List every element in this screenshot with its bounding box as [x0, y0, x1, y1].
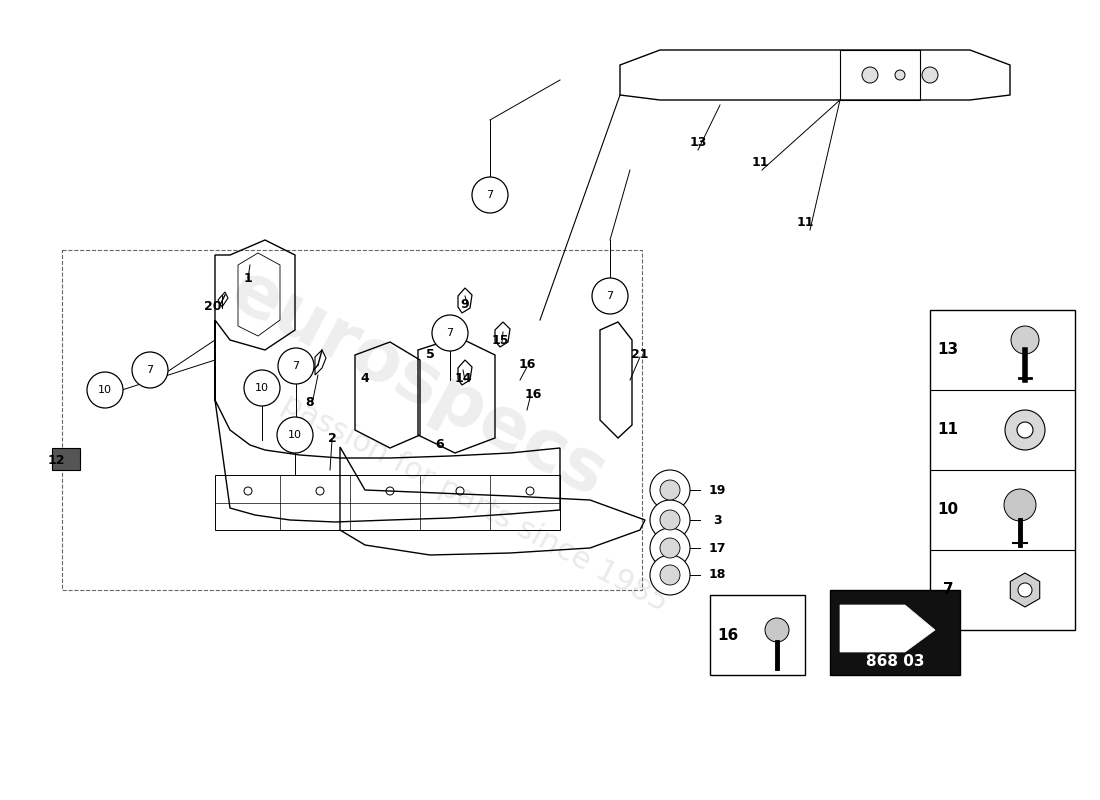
Text: 19: 19	[708, 483, 726, 497]
Circle shape	[277, 417, 313, 453]
Bar	[930, 310, 1075, 630]
Text: 5: 5	[426, 349, 434, 362]
Circle shape	[764, 618, 789, 642]
Circle shape	[592, 278, 628, 314]
Circle shape	[244, 370, 280, 406]
Text: 3: 3	[713, 514, 722, 526]
Bar	[62, 250, 642, 590]
Text: 7: 7	[447, 328, 453, 338]
Circle shape	[1011, 326, 1040, 354]
Circle shape	[472, 177, 508, 213]
Text: 7: 7	[486, 190, 494, 200]
Text: 16: 16	[518, 358, 536, 371]
Circle shape	[650, 528, 690, 568]
Circle shape	[1018, 422, 1033, 438]
Circle shape	[895, 70, 905, 80]
Text: 14: 14	[454, 371, 472, 385]
Text: 10: 10	[255, 383, 270, 393]
Text: 4: 4	[361, 371, 370, 385]
Text: 12: 12	[47, 454, 65, 466]
Circle shape	[660, 565, 680, 585]
Text: 16: 16	[717, 627, 738, 642]
Bar	[52, 448, 80, 470]
Circle shape	[650, 555, 690, 595]
Circle shape	[1018, 583, 1032, 597]
Text: 6: 6	[436, 438, 444, 451]
Text: 20: 20	[205, 299, 222, 313]
Text: 11: 11	[751, 157, 769, 170]
Text: 10: 10	[288, 430, 302, 440]
Text: 7: 7	[146, 365, 154, 375]
Circle shape	[660, 538, 680, 558]
Bar	[710, 595, 805, 675]
Circle shape	[862, 67, 878, 83]
Text: 2: 2	[328, 431, 337, 445]
Text: 1: 1	[243, 271, 252, 285]
Circle shape	[278, 348, 314, 384]
Text: 8: 8	[306, 395, 315, 409]
Circle shape	[1005, 410, 1045, 450]
Bar	[830, 590, 960, 675]
Text: 7: 7	[606, 291, 614, 301]
Text: 13: 13	[937, 342, 958, 358]
Bar	[840, 50, 920, 100]
Text: 11: 11	[937, 422, 958, 438]
Circle shape	[87, 372, 123, 408]
Text: 10: 10	[937, 502, 958, 518]
Circle shape	[1004, 489, 1036, 521]
Text: 16: 16	[525, 389, 541, 402]
Text: 11: 11	[796, 215, 814, 229]
Text: 13: 13	[690, 135, 706, 149]
Circle shape	[432, 315, 468, 351]
Polygon shape	[1010, 573, 1040, 607]
Text: 10: 10	[98, 385, 112, 395]
Text: 21: 21	[631, 349, 649, 362]
Text: 15: 15	[492, 334, 508, 346]
Circle shape	[660, 510, 680, 530]
Text: 7: 7	[293, 361, 299, 371]
Circle shape	[660, 480, 680, 500]
Text: eurospecs: eurospecs	[219, 256, 617, 512]
Text: 7: 7	[943, 582, 954, 598]
Text: a passion for parts since 1985: a passion for parts since 1985	[252, 375, 672, 617]
Circle shape	[650, 500, 690, 540]
Circle shape	[922, 67, 938, 83]
Circle shape	[132, 352, 168, 388]
Text: 17: 17	[708, 542, 726, 554]
Text: 868 03: 868 03	[866, 654, 924, 670]
Circle shape	[650, 470, 690, 510]
Text: 9: 9	[461, 298, 470, 310]
Polygon shape	[840, 605, 935, 652]
Text: 18: 18	[708, 569, 726, 582]
